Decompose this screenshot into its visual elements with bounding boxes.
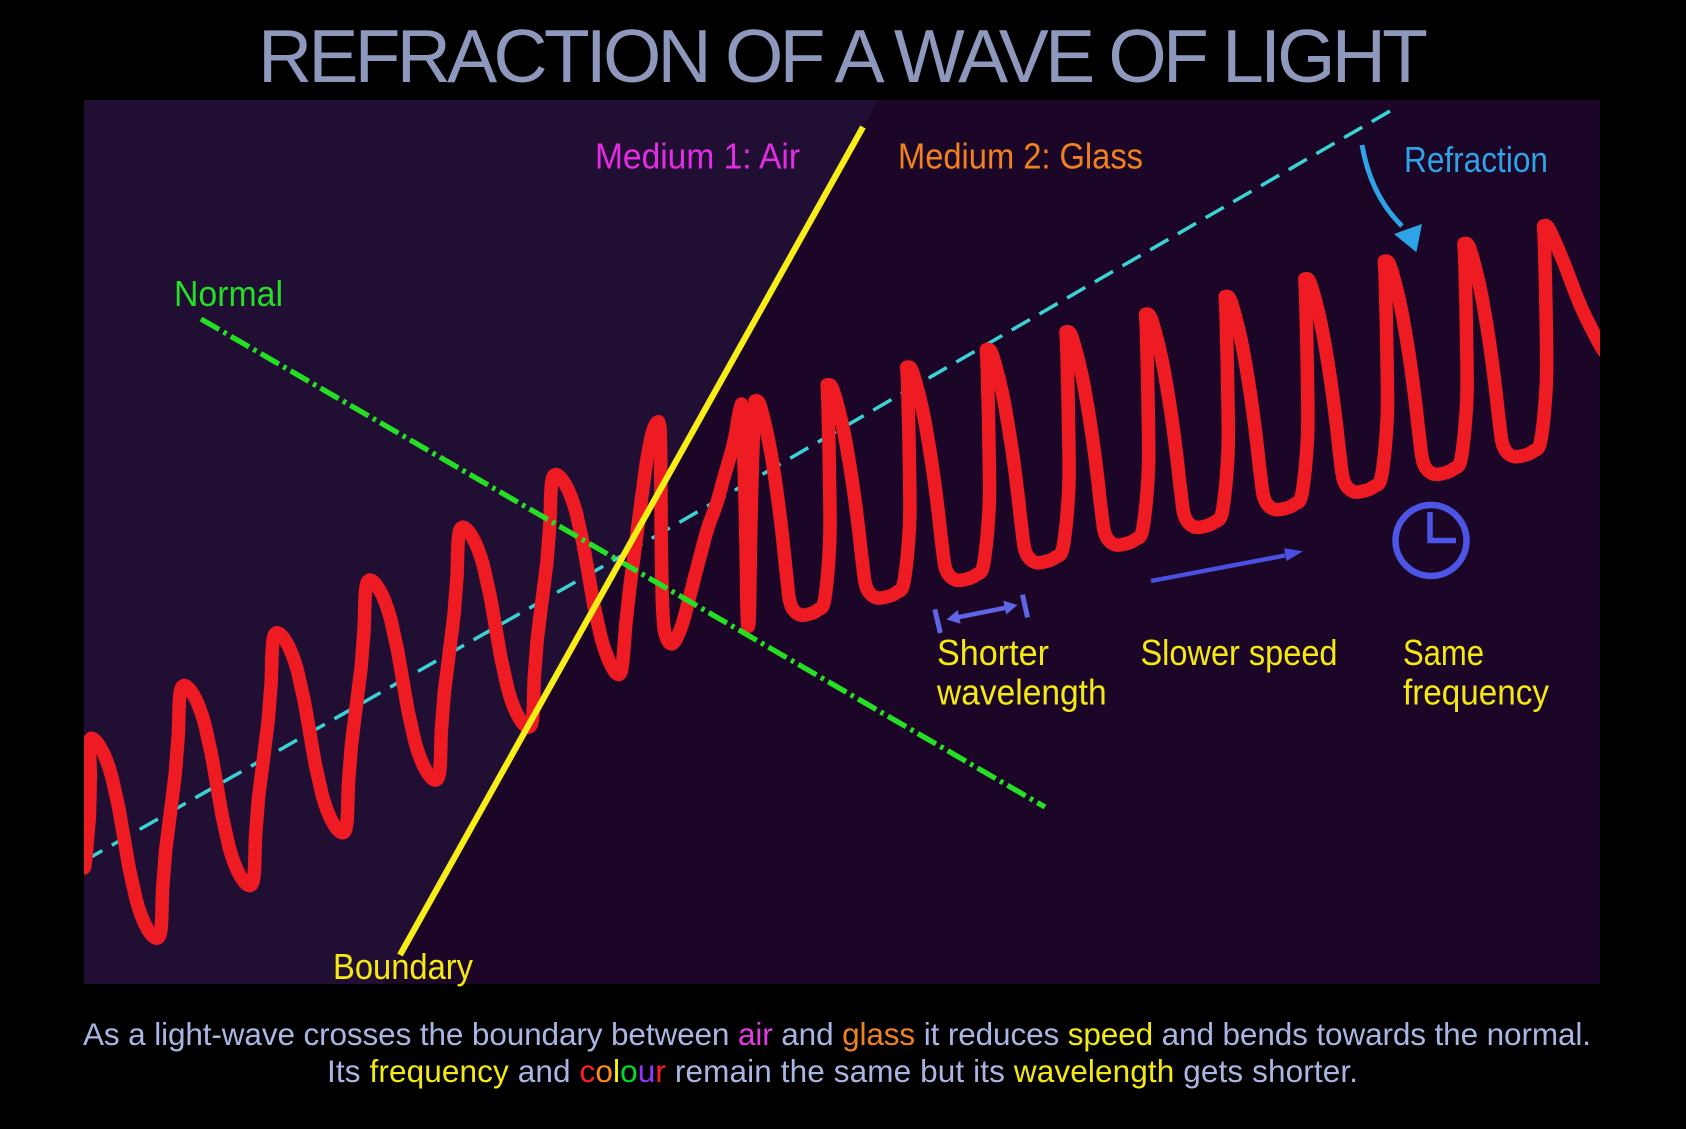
svg-text:REFRACTION OF A WAVE OF LIGHT: REFRACTION OF A WAVE OF LIGHT: [258, 14, 1428, 98]
svg-text:Same: Same: [1403, 632, 1484, 673]
svg-text:Shorter: Shorter: [937, 632, 1049, 673]
svg-text:frequency: frequency: [1403, 672, 1549, 713]
svg-text:As a light-wave crosses the bo: As a light-wave crosses the boundary bet…: [83, 1016, 1591, 1052]
svg-text:Medium 2: Glass: Medium 2: Glass: [898, 136, 1143, 177]
svg-text:Refraction: Refraction: [1404, 139, 1548, 180]
svg-text:Medium 1: Air: Medium 1: Air: [595, 136, 800, 177]
svg-text:Its frequency and colour remai: Its frequency and colour remain the same…: [327, 1053, 1358, 1089]
svg-text:Normal: Normal: [174, 273, 283, 314]
svg-text:wavelength: wavelength: [936, 672, 1107, 713]
svg-text:Slower speed: Slower speed: [1141, 632, 1338, 673]
svg-text:Boundary: Boundary: [333, 946, 473, 987]
